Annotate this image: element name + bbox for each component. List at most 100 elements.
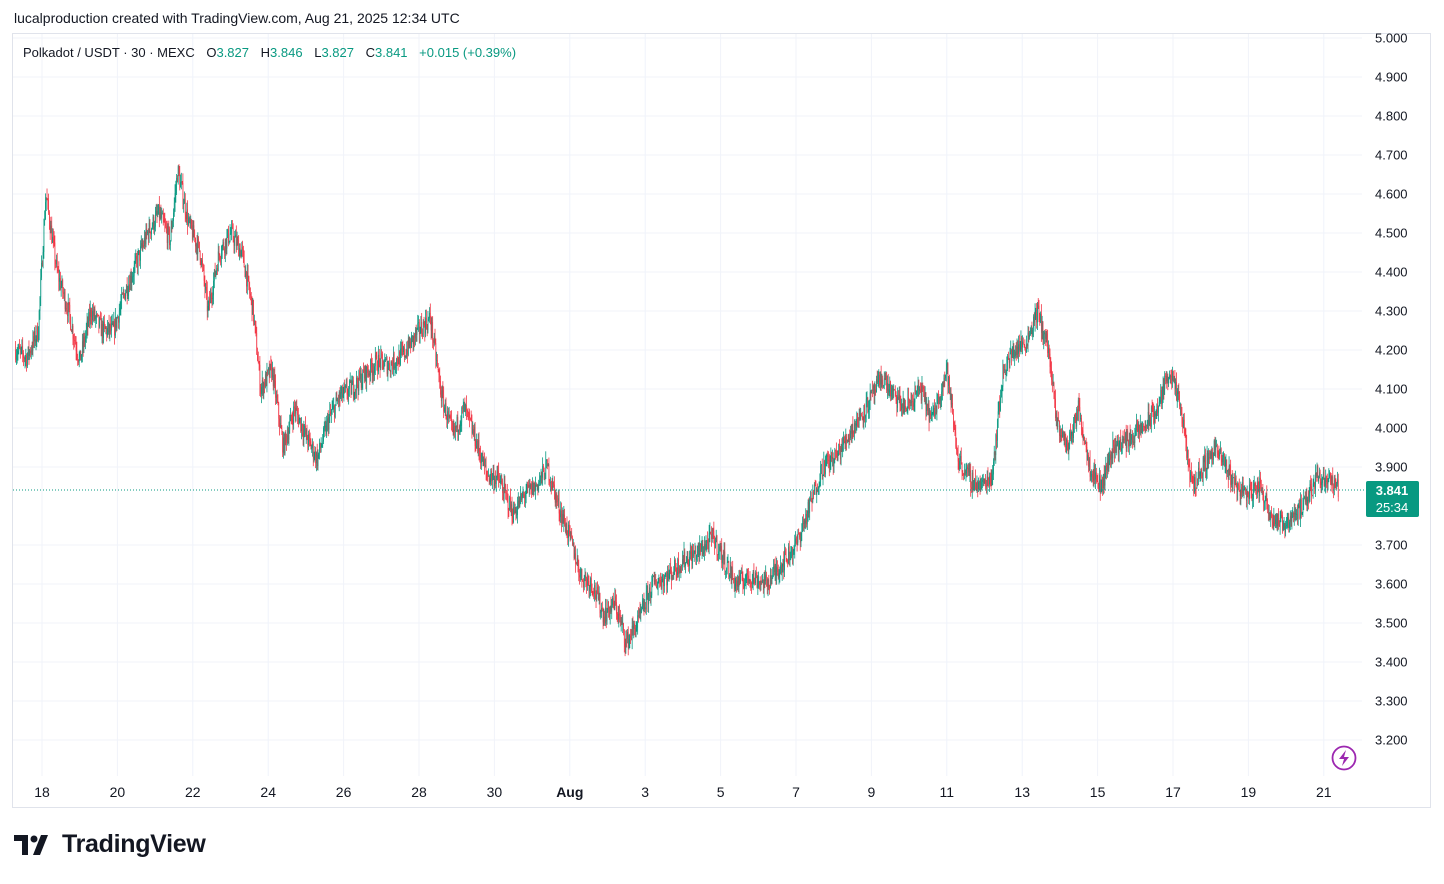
candle-body: [182, 182, 184, 205]
candle-body: [195, 238, 196, 247]
candle-body: [42, 252, 44, 267]
candle-body: [854, 423, 855, 434]
candle-body: [367, 372, 369, 376]
candle-body: [235, 234, 237, 247]
candle-body: [1155, 413, 1157, 417]
candle-body: [338, 391, 340, 403]
candle-body: [1071, 431, 1073, 436]
candle-body: [793, 549, 795, 551]
candle-body: [1286, 524, 1287, 527]
chart-frame[interactable]: [12, 33, 1431, 808]
candle-body: [437, 364, 439, 370]
candle-body: [1165, 376, 1167, 382]
candle-body: [815, 485, 817, 495]
candle-body: [1329, 473, 1330, 478]
candle-body: [1143, 426, 1145, 428]
candle-body: [699, 543, 701, 555]
candle-body: [267, 370, 269, 371]
candle-body: [167, 226, 169, 243]
candle-body: [755, 572, 757, 577]
candle-body: [1178, 391, 1180, 395]
candle-body: [856, 412, 858, 424]
tradingview-brand[interactable]: TradingView: [14, 830, 206, 859]
candle-body: [1320, 481, 1322, 485]
candle-body: [569, 526, 571, 534]
candle-body: [576, 563, 577, 565]
candle-body: [837, 452, 839, 461]
candle-body: [464, 402, 466, 413]
candle-body: [728, 561, 730, 578]
candle-body: [288, 430, 290, 440]
candle-body: [266, 370, 268, 386]
candle-body: [75, 343, 77, 351]
candle-body: [1064, 432, 1066, 440]
candle-body: [243, 254, 245, 268]
candle-body: [436, 359, 437, 361]
candle-body: [1319, 472, 1320, 478]
candle-body: [963, 473, 964, 475]
candle-body: [597, 586, 598, 592]
candle-body: [1050, 366, 1052, 370]
candle-body: [1001, 386, 1003, 394]
candle-body: [737, 580, 739, 587]
candle-body: [97, 314, 99, 316]
candle-body: [37, 326, 38, 341]
candle-body: [1037, 302, 1038, 323]
candle-body: [278, 403, 280, 419]
candle-body: [142, 245, 144, 247]
candle-body: [1139, 424, 1140, 434]
candle-body: [147, 231, 149, 240]
legend-symbol[interactable]: Polkadot / USDT · 30 · MEXC: [23, 45, 195, 60]
candle-body: [812, 491, 814, 502]
candle-body: [767, 579, 769, 587]
candle-body: [1292, 512, 1294, 517]
candle-body: [403, 347, 404, 353]
candle-body: [301, 423, 303, 433]
candle-body: [1176, 382, 1177, 400]
candle-body: [93, 309, 95, 317]
candle-body: [408, 337, 410, 347]
candle-body: [1177, 391, 1179, 394]
candle-body: [982, 479, 983, 482]
candle-body: [85, 335, 86, 343]
candle-body: [196, 243, 198, 254]
candle-body: [791, 546, 792, 553]
lightning-icon[interactable]: [1331, 745, 1357, 771]
candle-body: [292, 420, 294, 424]
candle-body: [1191, 471, 1192, 474]
candle-body: [22, 346, 24, 354]
candle-body: [360, 373, 362, 388]
candle-body: [627, 632, 629, 648]
candle-body: [797, 533, 799, 543]
candle-body: [444, 403, 446, 408]
candle-body: [1201, 469, 1202, 473]
candle-body: [1217, 453, 1219, 455]
candle-body: [515, 510, 517, 516]
candle-body: [154, 226, 155, 230]
candle-body: [1107, 461, 1109, 469]
candle-body: [730, 565, 732, 581]
candle-body: [1213, 440, 1215, 455]
candle-body: [341, 386, 342, 394]
x-tick-label: 3: [641, 784, 649, 800]
candle-body: [407, 337, 409, 355]
candle-body: [1004, 369, 1005, 371]
candle-body: [1168, 378, 1169, 384]
candle-body: [155, 210, 157, 215]
candle-body: [329, 411, 331, 418]
candle-body: [454, 425, 456, 432]
candle-body: [477, 440, 478, 449]
candle-body: [624, 642, 626, 648]
candle-body: [1333, 487, 1334, 489]
candle-body: [529, 485, 531, 488]
candle-body: [907, 397, 909, 411]
candle-body: [47, 199, 49, 201]
candle-body: [181, 181, 183, 183]
candle-body: [1308, 499, 1309, 502]
candle-body: [89, 309, 91, 322]
candle-body: [613, 602, 615, 609]
candle-body: [832, 457, 833, 460]
candle-body: [149, 222, 151, 232]
candle-body: [846, 436, 847, 442]
